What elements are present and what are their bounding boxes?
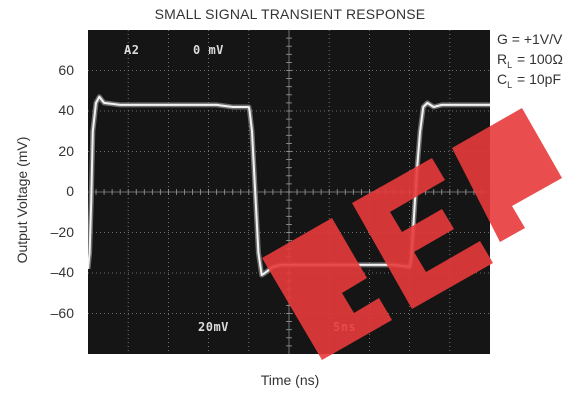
y-tick-label: 60 <box>58 61 74 78</box>
watermark-letter-3 <box>452 108 562 242</box>
y-tick-label: 40 <box>58 102 74 118</box>
test-condition: RL = 100Ω <box>497 51 563 70</box>
watermark-letter-1 <box>262 218 392 360</box>
test-condition: G = +1V/V <box>497 31 563 47</box>
x-axis-label: Time (ns) <box>260 372 320 388</box>
y-tick-label: –20 <box>50 223 74 240</box>
watermark-letter-2 <box>352 158 493 309</box>
y-tick-label: 0 <box>66 183 74 199</box>
y-axis-label-text: Output Voltage (mV) <box>14 136 30 264</box>
waveform-trace <box>88 95 490 276</box>
scope-volts-per-div: 20mV <box>198 320 229 334</box>
watermark-logo <box>262 108 562 360</box>
test-condition: CL = 10pF <box>497 71 562 90</box>
scope-offset-label: 0 mV <box>193 43 224 57</box>
chart-title: SMALL SIGNAL TRANSIENT RESPONSE <box>154 6 426 22</box>
y-tick-label: –60 <box>50 304 74 321</box>
y-tick-label: 20 <box>58 142 74 159</box>
y-tick-label: –40 <box>50 264 74 280</box>
scope-channel-label: A2 <box>124 43 140 57</box>
